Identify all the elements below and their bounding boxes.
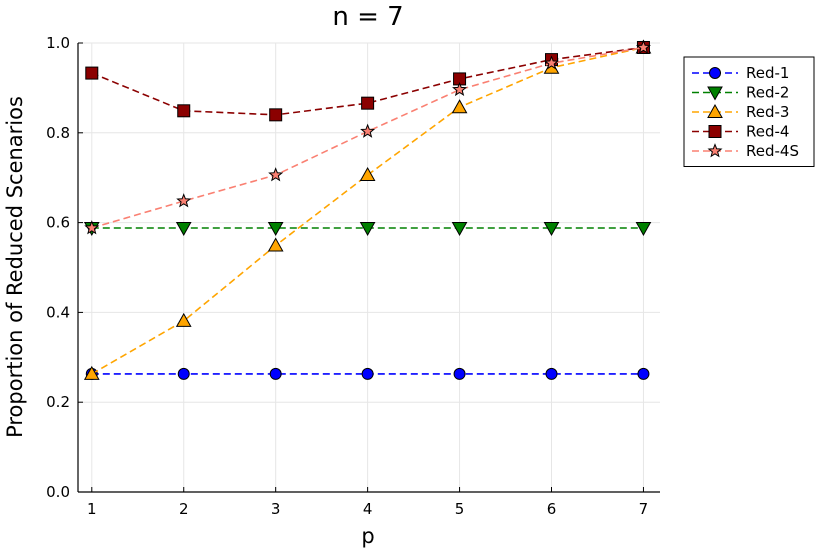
y-tick-label: 0.4 [46, 303, 70, 321]
data-point [85, 66, 99, 80]
y-tick-label: 0.2 [46, 393, 70, 411]
data-point [451, 99, 468, 114]
data-point [359, 221, 376, 237]
data-point [176, 193, 192, 208]
data-point [452, 81, 468, 97]
x-tick-label: 7 [639, 500, 649, 518]
chart-title: n = 7 [332, 2, 403, 32]
grid [78, 42, 660, 493]
y-axis-label: Proportion of Reduced Scenarios [3, 96, 27, 438]
data-point [451, 221, 468, 237]
x-tick-label: 1 [87, 500, 97, 518]
series-layer [83, 39, 652, 380]
legend-marker [707, 143, 723, 158]
series-red-1 [85, 367, 650, 380]
x-tick-label: 4 [363, 500, 373, 518]
data-point [268, 167, 284, 182]
data-point [635, 221, 652, 237]
y-tick-label: 0.8 [46, 124, 70, 142]
legend-label: Red-1 [746, 64, 789, 82]
legend-item: Red-3 [692, 103, 789, 121]
data-point [543, 221, 560, 237]
legend-label: Red-2 [746, 84, 789, 102]
data-point [267, 237, 284, 252]
legend-label: Red-3 [746, 103, 789, 121]
y-tick-label: 0.6 [46, 214, 70, 232]
series-red-4s [84, 39, 651, 235]
legend-label: Red-4 [746, 123, 789, 141]
series-red-2 [83, 221, 652, 237]
data-point [544, 55, 560, 70]
data-point [177, 104, 191, 118]
data-point [267, 221, 284, 237]
data-point [361, 367, 374, 380]
legend-item: Red-4 [692, 123, 789, 141]
x-tick-label: 2 [179, 500, 189, 518]
data-point [635, 39, 651, 54]
legend-marker [707, 86, 723, 101]
data-point [359, 166, 376, 182]
data-point [360, 123, 376, 138]
legend-item: Red-4S [692, 142, 799, 160]
x-tick-label: 6 [547, 500, 557, 518]
y-tick-label: 0.0 [46, 483, 70, 501]
data-point [83, 365, 100, 380]
x-tick-label: 3 [271, 500, 281, 518]
data-point [177, 367, 190, 380]
legend-item: Red-1 [692, 64, 789, 82]
data-point [175, 221, 192, 237]
legend-marker [708, 125, 722, 138]
y-tick-label: 1.0 [46, 34, 70, 52]
x-tick-label: 5 [455, 500, 465, 518]
data-point [84, 220, 100, 235]
data-point [269, 367, 282, 380]
data-point [269, 108, 283, 122]
legend-marker [709, 67, 721, 79]
legend-marker [707, 103, 723, 118]
data-point [361, 96, 375, 110]
data-point [175, 312, 192, 327]
legend-item: Red-2 [692, 84, 789, 102]
data-point [453, 367, 466, 380]
axes: 1 2 3 4 5 6 7 0.0 0.2 0.4 0.6 0.8 1.0 [46, 34, 660, 518]
legend-label: Red-4S [746, 142, 799, 160]
data-point [637, 367, 650, 380]
data-point [545, 367, 558, 380]
x-axis-label: p [361, 524, 374, 548]
